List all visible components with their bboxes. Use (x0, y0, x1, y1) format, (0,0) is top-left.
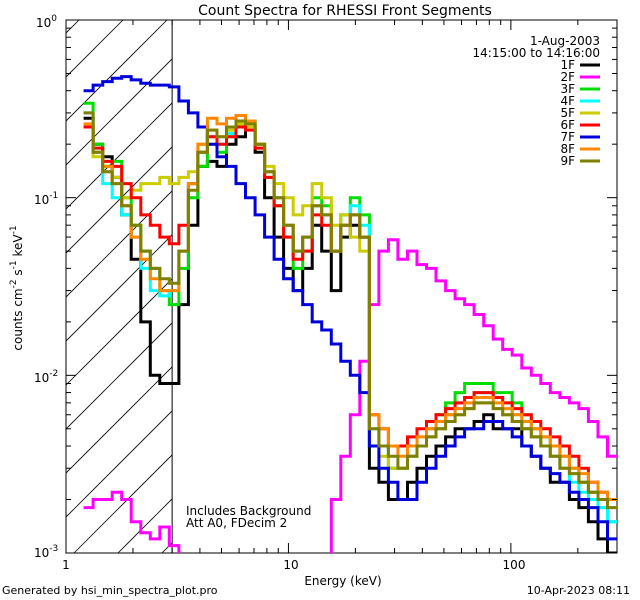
hatch-line (66, 102, 173, 210)
legend-label-2F: 2F (560, 70, 575, 84)
chart-title: Count Spectra for RHESSI Front Segments (198, 3, 492, 19)
legend-label-4F: 4F (560, 94, 575, 108)
series-group (83, 75, 617, 553)
series-line-2F (83, 238, 617, 553)
legend-label-5F: 5F (560, 106, 575, 120)
x-axis-label: Energy (keV) (304, 574, 381, 588)
annotation-background: Includes Background (186, 504, 311, 518)
y-tick-label-1e-1: 10-1 (34, 191, 58, 207)
series-line-3F (83, 101, 617, 524)
legend-label-7F: 7F (560, 130, 575, 144)
y-tick-label-1e-2: 10-2 (34, 369, 58, 385)
y-axis-label: counts cm-2 s-1 keV-1 (9, 225, 25, 350)
hatch-line (66, 278, 173, 386)
legend-time-range: 14:15:00 to 14:16:00 (473, 46, 600, 60)
legend-label-6F: 6F (560, 118, 575, 132)
hatch-line (66, 20, 168, 122)
x-tick-label-10: 10 (283, 558, 298, 572)
legend-label-8F: 8F (560, 142, 575, 156)
x-tick-label-100: 100 (503, 558, 526, 572)
footer-timestamp: 10-Apr-2023 08:11 (527, 584, 630, 597)
hatched-region (66, 20, 173, 553)
series-line-4F (83, 111, 617, 524)
plot-frame (65, 19, 618, 554)
hatch-line (66, 58, 173, 166)
hatch-line (66, 410, 173, 518)
footer-generated-by: Generated by hsi_min_spectra_plot.pro (2, 584, 218, 597)
axis-ticks (65, 19, 618, 554)
series-line-7F (83, 75, 617, 541)
legend-label-1F: 1F (560, 58, 575, 72)
hatch-line (73, 454, 173, 553)
x-tick-label-1: 1 (62, 558, 70, 572)
hatch-line (66, 322, 173, 430)
legend-label-3F: 3F (560, 82, 575, 96)
annotation-attenuator: Att A0, FDecim 2 (186, 516, 287, 530)
legend-date: 1-Aug-2003 (530, 34, 600, 48)
y-tick-label-1e0: 100 (36, 14, 57, 30)
hatch-line (66, 234, 173, 342)
y-tick-label-1e-3: 10-3 (34, 544, 58, 560)
legend-label-9F: 9F (560, 154, 575, 168)
hatch-line (66, 366, 173, 474)
hatch-line (66, 190, 173, 298)
series-line-9F (83, 111, 617, 510)
series-line-1F (83, 116, 617, 553)
